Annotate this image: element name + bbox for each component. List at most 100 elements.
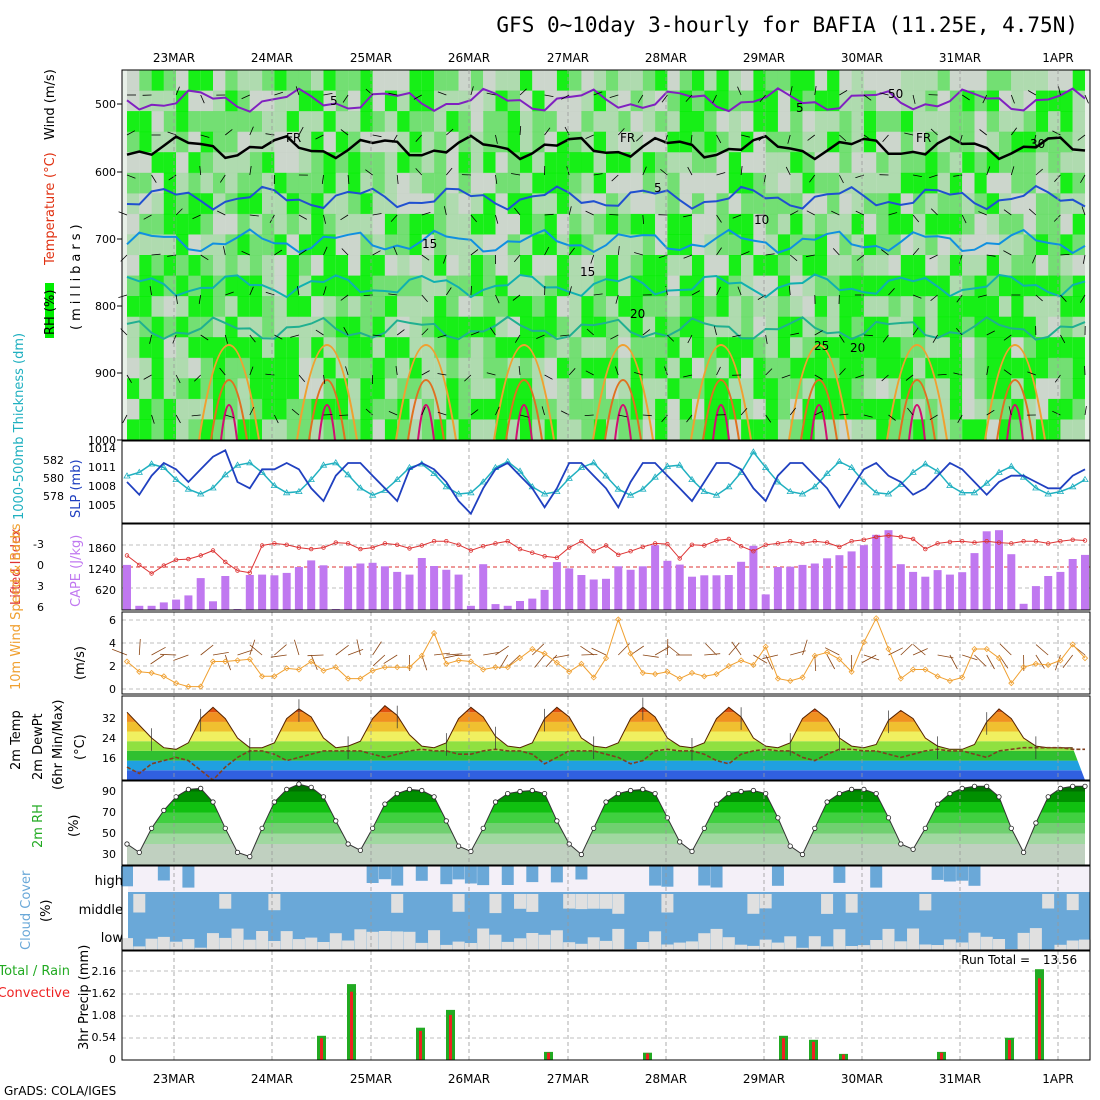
rh-cell (974, 275, 987, 297)
rh-cell (900, 296, 914, 318)
rh-cell (986, 172, 999, 194)
rh-cell (532, 213, 545, 235)
rh-cell (1011, 90, 1024, 112)
wind-barb (241, 94, 250, 100)
rh-cell (323, 70, 336, 92)
rh-cell (642, 213, 656, 235)
rh-cell (163, 193, 177, 215)
wind-barb (295, 86, 300, 96)
wind-barb (568, 206, 572, 216)
rh-cell (814, 419, 828, 441)
cape-bar (712, 575, 721, 610)
cape-bar (454, 574, 463, 610)
cloud-high-bar (366, 866, 379, 883)
wind-speed-point (983, 645, 990, 653)
wind-barb (982, 94, 988, 104)
thickness-point (565, 474, 573, 481)
rh-cell (863, 296, 877, 318)
rh-cell (876, 131, 889, 153)
rh-cell (863, 172, 877, 194)
thickness-point (909, 468, 917, 475)
cloud-mid-gap (661, 894, 674, 913)
thickness-point (651, 473, 659, 480)
rh-cell (127, 357, 140, 379)
wind-speed-point (627, 650, 634, 657)
rh-cell (311, 296, 324, 318)
thickness-point (1056, 487, 1065, 494)
li-point (358, 546, 363, 552)
rh-cell (839, 111, 852, 133)
rh-cell (311, 337, 324, 359)
rh-cell (200, 70, 213, 92)
wind-barb (495, 134, 498, 144)
precip-conv-bar (1008, 1040, 1011, 1060)
rh-cell (495, 111, 508, 133)
rh-cell (962, 70, 975, 92)
rh-tick-label: 70 (102, 806, 116, 819)
precip-conv-ylabel: Convective (0, 986, 70, 1001)
rh-cell (1048, 296, 1061, 318)
wind-speed-point (1057, 657, 1064, 664)
rh-cell (225, 172, 238, 194)
wind-barb (855, 174, 865, 179)
rh-cell (225, 70, 238, 92)
li-point (788, 539, 793, 544)
cloud-low-gap (354, 929, 367, 950)
wind-barb (1081, 206, 1086, 216)
rh-cell (225, 337, 238, 359)
rh-cell (1023, 213, 1036, 235)
rh-cell (532, 275, 545, 297)
wind-barb (716, 134, 722, 144)
cape-bar (749, 545, 758, 610)
wind-barb (315, 329, 324, 336)
rh-cell (151, 337, 164, 359)
wind-barb (298, 374, 306, 383)
rh-cell (274, 378, 287, 400)
rh-cell (544, 234, 557, 256)
rh-cell (949, 337, 963, 359)
rh-cell (593, 296, 606, 318)
surface-contour (417, 404, 435, 441)
li-point (468, 548, 474, 553)
cloud-low-gap (661, 944, 674, 950)
rh-cell (1035, 234, 1049, 256)
temp-unit: (°C) (73, 734, 88, 760)
wind-barb (151, 414, 155, 424)
rh-cell (1035, 90, 1049, 112)
wind-barb (445, 287, 452, 296)
rh-cell (814, 234, 828, 256)
surface-wind-barb (150, 654, 165, 665)
rh-band (127, 823, 1085, 834)
wind-speed-point (234, 657, 241, 664)
wind-background (122, 612, 1090, 694)
rh-cell (741, 296, 754, 318)
rh-cell (679, 419, 692, 441)
wind-barb (217, 210, 226, 216)
rh-cell (483, 419, 496, 441)
rh-cell (1072, 378, 1085, 400)
rh-cell (249, 131, 263, 153)
rh-cell (974, 152, 987, 174)
rh-cell (753, 234, 766, 256)
precip-frame (121, 950, 1091, 1061)
rh-cell (753, 357, 766, 379)
wind-barb (912, 94, 916, 104)
wind-speed-point (897, 675, 904, 682)
rh-cell (728, 152, 742, 174)
wind-speed-point (1020, 664, 1027, 671)
rh-cell (642, 193, 656, 215)
rh-cell (323, 255, 336, 277)
rh-cell (777, 378, 791, 400)
rh-cell (667, 419, 680, 441)
rh-cell (200, 316, 213, 338)
surface-wind-barb (111, 648, 128, 656)
rh-cell (298, 419, 312, 441)
temperature-contour (126, 228, 1086, 255)
rh-cell (556, 213, 570, 235)
rh-cell (335, 337, 349, 359)
rh-cell (593, 172, 606, 194)
rh-cell (962, 111, 975, 133)
rh-cell (311, 70, 324, 92)
rh-cell (753, 337, 766, 359)
li-tick-label: -3 (33, 538, 44, 551)
